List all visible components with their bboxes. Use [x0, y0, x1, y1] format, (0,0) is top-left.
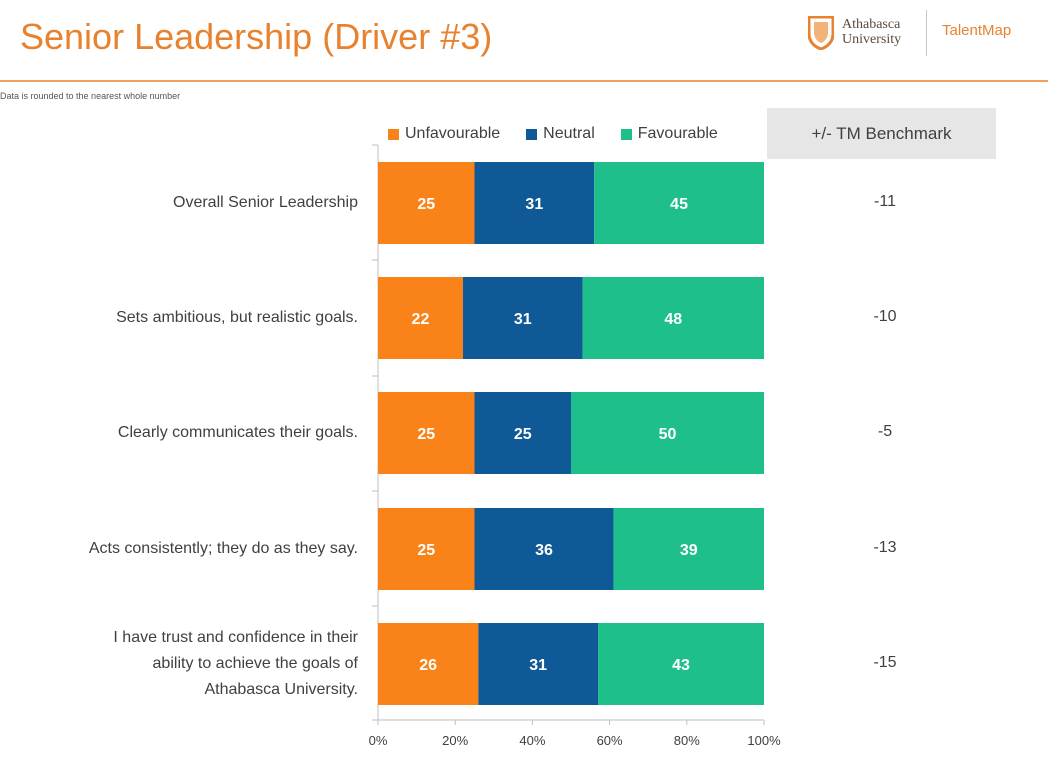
bar-neutral	[474, 392, 571, 474]
bar-neutral	[474, 508, 614, 590]
category-label: Acts consistently; they do as they say.	[88, 540, 358, 557]
bar-unfavourable	[378, 277, 463, 359]
data-label-unfavourable: 25	[417, 542, 435, 559]
x-tick-label: 0%	[369, 733, 388, 748]
data-label-neutral: 31	[514, 311, 532, 328]
bar-favourable	[613, 508, 764, 590]
benchmark-value: -10	[873, 308, 897, 325]
category-label: Sets ambitious, but realistic goals.	[116, 309, 358, 326]
data-label-unfavourable: 25	[417, 196, 435, 213]
bar-unfavourable	[378, 392, 475, 474]
logo-divider	[926, 10, 927, 56]
data-label-neutral: 36	[535, 542, 553, 559]
legend-swatch-favourable	[620, 128, 632, 140]
x-tick-label: 100%	[747, 733, 781, 748]
data-label-neutral: 31	[525, 196, 543, 213]
data-label-unfavourable: 26	[419, 657, 437, 674]
bar-favourable	[571, 392, 764, 474]
title-rule	[0, 80, 1048, 82]
benchmark-value: -11	[874, 193, 896, 210]
data-label-favourable: 45	[670, 196, 688, 213]
talentmap-logo-text: TalentMap	[942, 22, 1012, 39]
x-tick-label: 80%	[674, 733, 700, 748]
athabasca-university-logo-text: Athabasca University	[842, 17, 902, 47]
benchmark-value: -15	[873, 654, 897, 671]
data-label-favourable: 39	[680, 542, 698, 559]
data-label-favourable: 50	[659, 426, 677, 443]
logo-area: Athabasca University TalentMap	[806, 8, 1036, 58]
bar-favourable	[598, 623, 764, 705]
legend-item-unfavourable: Unfavourable	[388, 125, 500, 143]
category-label: Clearly communicates their goals.	[117, 424, 358, 441]
data-label-unfavourable: 25	[417, 426, 435, 443]
athabasca-shield-icon	[808, 16, 834, 50]
data-label-neutral: 25	[514, 426, 532, 443]
category-label: I have trust and confidence in their abil…	[113, 629, 358, 698]
data-label-neutral: 31	[529, 657, 547, 674]
legend-label-neutral: Neutral	[543, 125, 595, 142]
legend-label-favourable: Favourable	[637, 125, 718, 142]
bar-neutral	[462, 277, 583, 359]
benchmark-value: -5	[877, 423, 893, 440]
page-title: Senior Leadership (Driver #3)	[20, 16, 493, 57]
legend-item-favourable: Favourable	[620, 125, 718, 143]
benchmark-header: +/- TM Benchmark	[767, 108, 996, 159]
bar-neutral	[478, 623, 599, 705]
bar-unfavourable	[378, 508, 475, 590]
bar-unfavourable	[378, 162, 475, 244]
x-tick-label: 60%	[597, 733, 623, 748]
bar-unfavourable	[378, 623, 479, 705]
legend-swatch-neutral	[526, 128, 538, 140]
legend-swatch-unfavourable	[388, 128, 399, 140]
data-label-favourable: 48	[664, 311, 682, 328]
legend-label-unfavourable: Unfavourable	[405, 125, 501, 142]
data-label-favourable: 43	[672, 657, 690, 674]
benchmark-value: -13	[873, 539, 897, 556]
data-label-unfavourable: 22	[412, 311, 430, 328]
x-tick-label: 20%	[442, 733, 468, 748]
bar-favourable	[582, 277, 764, 359]
rounding-note: Data is rounded to the nearest whole num…	[0, 91, 181, 101]
bar-favourable	[594, 162, 764, 244]
category-label: Overall Senior Leadership	[173, 194, 358, 211]
x-tick-label: 40%	[519, 733, 545, 748]
chart-legend: Unfavourable Neutral Favourable	[388, 124, 744, 144]
legend-item-neutral: Neutral	[526, 125, 595, 143]
bar-neutral	[474, 162, 595, 244]
